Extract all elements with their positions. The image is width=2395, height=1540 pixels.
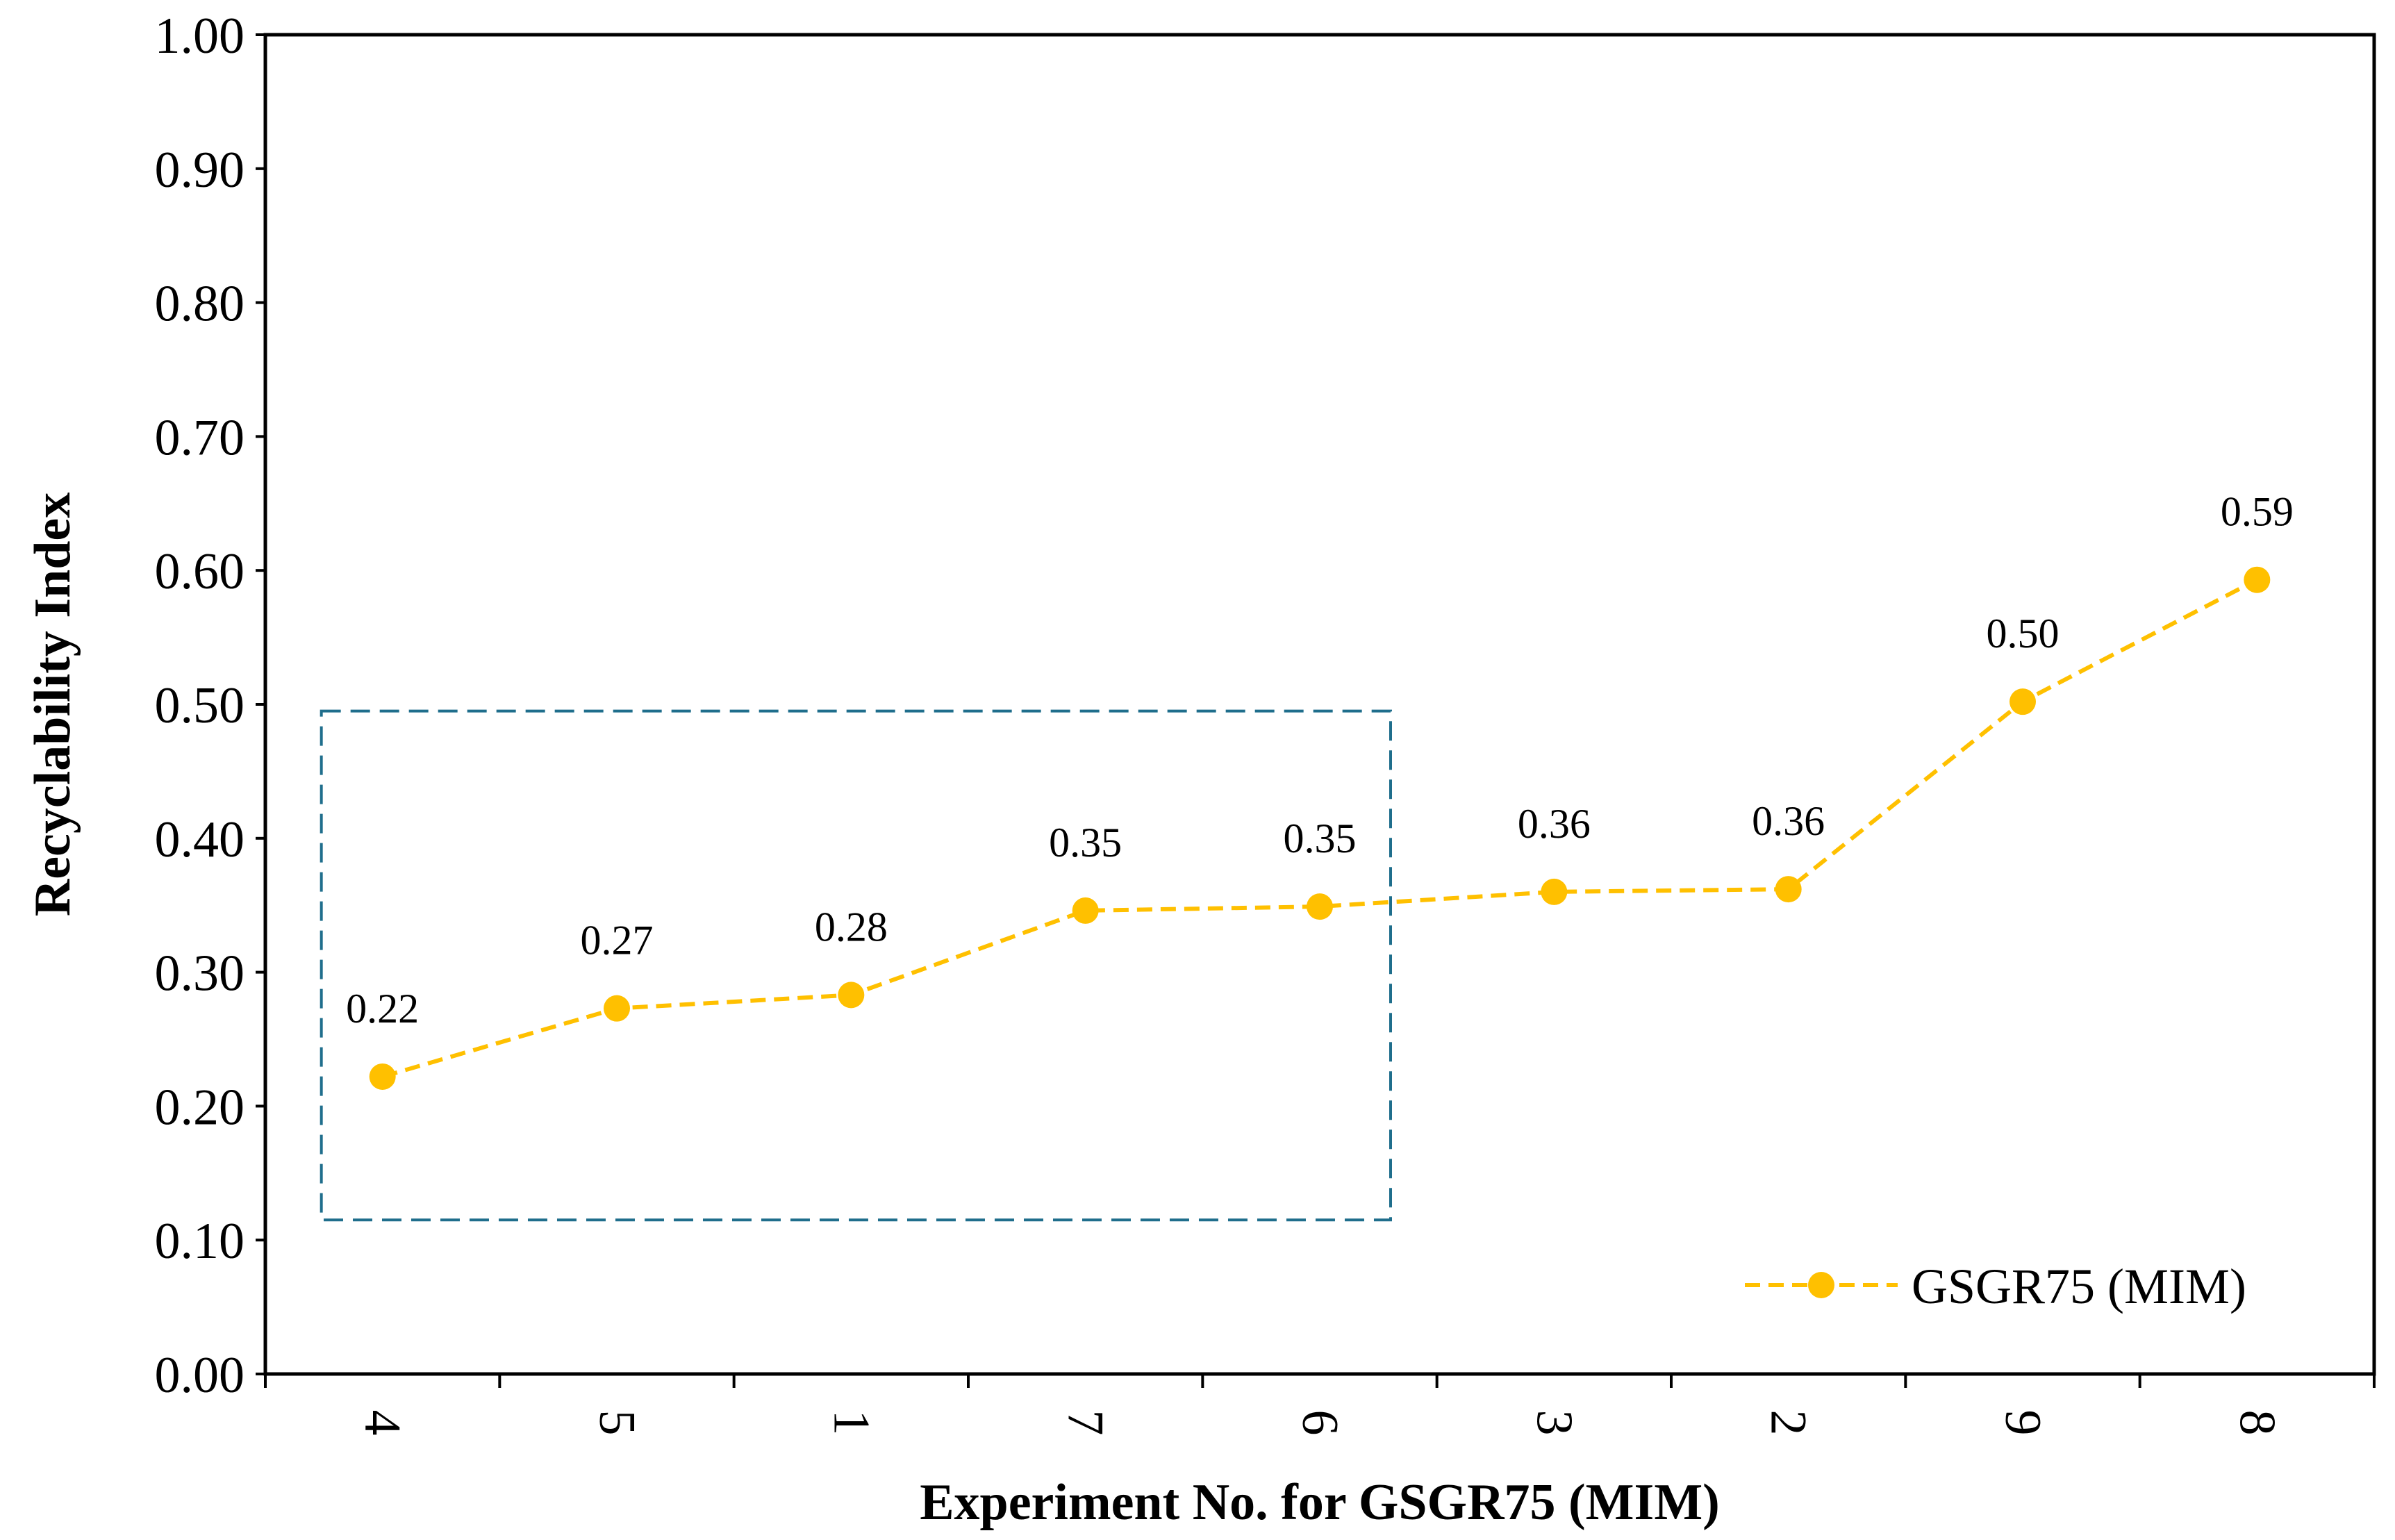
y-tick-label: 0.60 <box>155 543 245 600</box>
data-point <box>1775 876 1802 903</box>
data-label: 0.22 <box>346 986 419 1032</box>
data-label: 0.59 <box>2221 489 2294 535</box>
legend: GSGR75 (MIM) <box>1745 1259 2246 1314</box>
data-labels: 0.22 0.27 0.28 0.35 0.35 0.36 0.36 0.50 0.59 <box>346 489 2294 1032</box>
data-label: 0.27 <box>581 918 654 963</box>
y-tick-label: 0.20 <box>155 1079 245 1136</box>
x-tick-label: 7 <box>1057 1410 1114 1436</box>
y-tick-label: 0.00 <box>155 1347 245 1404</box>
x-axis: 4 5 1 7 6 3 2 9 8 <box>264 1374 2376 1436</box>
legend-marker <box>1808 1272 1834 1298</box>
data-label: 0.35 <box>1284 815 1357 861</box>
x-tick-label: 6 <box>1291 1410 1348 1436</box>
y-axis: 0.00 0.10 0.20 0.30 0.40 0.50 0.60 0.70 0.80 0.90… <box>155 8 265 1404</box>
y-tick-label: 1.00 <box>155 8 245 65</box>
data-point <box>369 1063 396 1090</box>
data-point <box>1541 878 1568 905</box>
data-label: 0.50 <box>1987 611 2060 656</box>
x-axis-title: Experiment No. for GSGR75 (MIM) <box>920 1474 1720 1531</box>
y-tick-label: 0.70 <box>155 409 245 466</box>
data-label: 0.36 <box>1518 801 1591 847</box>
y-tick-label: 0.40 <box>155 811 245 868</box>
data-label: 0.28 <box>815 904 888 950</box>
y-tick-label: 0.80 <box>155 276 245 333</box>
data-point <box>1072 897 1099 924</box>
data-label: 0.36 <box>1752 798 1825 844</box>
y-tick-label: 0.50 <box>155 677 245 734</box>
y-tick-label: 0.10 <box>155 1213 245 1270</box>
x-tick-label: 5 <box>588 1410 645 1436</box>
data-label: 0.35 <box>1049 820 1122 866</box>
x-tick-label: 9 <box>1994 1410 2051 1436</box>
legend-label: GSGR75 (MIM) <box>1912 1259 2246 1314</box>
x-tick-label: 3 <box>1525 1410 1582 1436</box>
x-tick-label: 4 <box>354 1410 411 1436</box>
x-tick-label: 1 <box>822 1410 879 1436</box>
plot-frame <box>263 33 2376 1376</box>
x-tick-label: 2 <box>1760 1410 1817 1436</box>
x-tick-label: 8 <box>2228 1410 2285 1436</box>
data-point <box>604 995 630 1022</box>
data-point <box>838 982 865 1009</box>
y-tick-label: 0.90 <box>155 142 245 199</box>
series-markers <box>369 566 2271 1090</box>
y-axis-title: Recyclability Index <box>24 492 81 916</box>
y-tick-label: 0.30 <box>155 945 245 1002</box>
data-point <box>1307 893 1333 920</box>
highlight-box <box>320 709 1393 1222</box>
data-point <box>2009 688 2036 715</box>
data-point <box>2244 566 2271 593</box>
series-line <box>381 578 2258 1079</box>
